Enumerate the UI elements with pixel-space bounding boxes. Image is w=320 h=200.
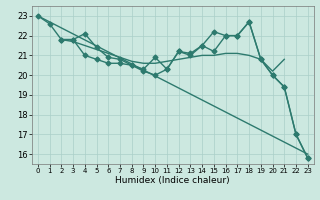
X-axis label: Humidex (Indice chaleur): Humidex (Indice chaleur) — [116, 176, 230, 185]
